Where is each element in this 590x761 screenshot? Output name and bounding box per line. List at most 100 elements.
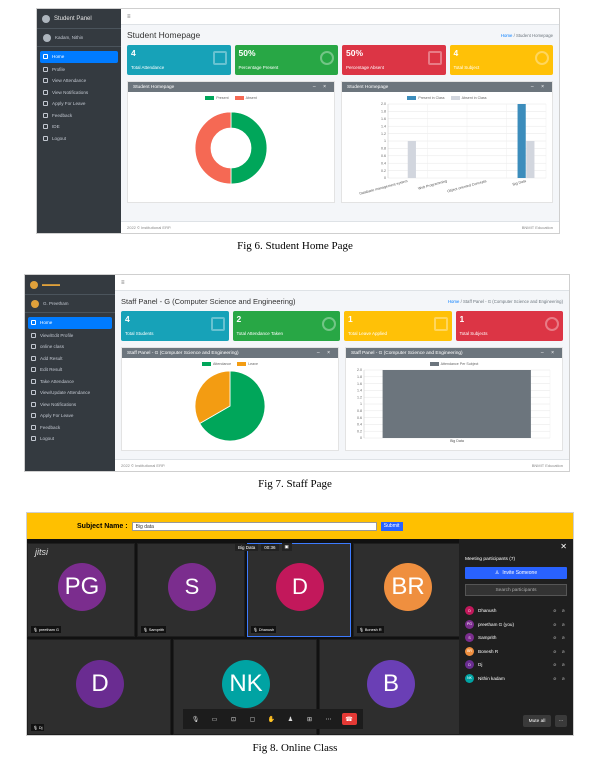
y-tick-label: 1.8 <box>357 375 362 379</box>
microphone-icon[interactable]: 🎙 <box>191 716 200 723</box>
pie-slice-attendance[interactable] <box>199 370 266 442</box>
info-box-icon <box>545 317 559 331</box>
breadcrumb-home-link[interactable]: Home <box>500 32 513 38</box>
pie-slice-absent[interactable] <box>194 111 232 185</box>
page-title: Staff Panel - G (Computer Science and En… <box>121 296 296 306</box>
info-box-value: 50% <box>346 48 364 58</box>
participant-row[interactable]: BR Bonesh R ⊘ ⊘ <box>459 645 573 659</box>
info-box[interactable]: 4 Total Students <box>121 311 229 341</box>
participant-row[interactable]: NK Nithin kadam ⊘ ⊘ <box>459 672 573 686</box>
sidebar-item-6[interactable]: IDE <box>37 121 121 133</box>
subject-input[interactable]: Big data <box>131 521 377 531</box>
participant-tile[interactable]: S 🎙 Samprith <box>137 543 245 637</box>
info-box[interactable]: 50% Percentage Present <box>234 45 338 75</box>
participant-tile[interactable]: B <box>319 639 461 735</box>
participant-tile[interactable]: D 🎙 Dhanush <box>247 543 351 637</box>
more-options-button[interactable]: ⋯ <box>555 715 567 727</box>
submit-button[interactable]: Submit <box>380 521 403 531</box>
bar-1-0[interactable] <box>407 141 416 178</box>
sidebar-item-3[interactable]: View Notifications <box>37 87 121 99</box>
screen-share-icon[interactable]: ⊡ <box>230 716 237 723</box>
participant-row[interactable]: S Samprith ⊘ ⊘ <box>459 631 573 645</box>
legend-item[interactable]: Absent <box>234 96 257 100</box>
hamburger-icon[interactable]: ≡ <box>121 279 125 286</box>
tile-view-icon[interactable]: ⊞ <box>306 716 313 723</box>
sidebar-item-8[interactable]: Apply For Leave <box>25 410 115 422</box>
participant-avatar: S <box>465 633 474 643</box>
participant-tile[interactable]: BR 🎙 Bonesh R <box>353 543 461 637</box>
participant-row[interactable]: PG preetham G (you) ⊘ ⊘ <box>459 618 573 632</box>
video-quality-icon[interactable]: ▣ <box>281 543 292 551</box>
sidebar-item-9[interactable]: Feedback <box>25 422 115 434</box>
sidebar-user[interactable]: Kadam, Nithin <box>37 29 121 47</box>
legend-item[interactable]: Leave <box>237 362 258 366</box>
breadcrumb-home-link[interactable]: Home <box>447 298 460 304</box>
participant-row[interactable]: D Dhanush ⊘ ⊘ <box>459 604 573 618</box>
mute-all-button[interactable]: Mute all <box>523 715 551 727</box>
hamburger-icon[interactable]: ≡ <box>127 13 131 20</box>
sidebar-user[interactable]: G. Preetham <box>25 295 115 313</box>
sidebar-item-0[interactable]: Home <box>28 317 112 329</box>
y-tick-label: 0.2 <box>381 169 386 173</box>
more-actions-icon[interactable]: ⋯ <box>325 716 332 723</box>
chat-icon[interactable]: ▢ <box>249 716 256 723</box>
participant-name-label: 🎙 Samprith <box>141 626 167 633</box>
card-tools[interactable]: – × <box>540 350 557 356</box>
meeting-title: Big Data <box>235 543 259 551</box>
card-tools[interactable]: – × <box>316 350 333 356</box>
info-box[interactable]: 1 Total Subjects <box>455 311 563 341</box>
sidebar-item-2[interactable]: View Attendance <box>37 75 121 87</box>
info-box[interactable]: 4 Total Subject <box>449 45 553 75</box>
raise-hand-icon[interactable]: ✋ <box>267 716 276 723</box>
hangup-button[interactable]: ☎ <box>341 713 357 725</box>
bar-0-0[interactable] <box>382 370 531 438</box>
sidebar-item-1[interactable]: View/Edit Profile <box>25 330 115 342</box>
calendar-icon <box>43 78 48 84</box>
legend-item[interactable]: Attendance Per Subject <box>429 362 478 366</box>
pie-slice-present[interactable] <box>230 111 268 185</box>
info-box-icon <box>212 51 227 65</box>
info-box-label: Percentage Absent <box>346 65 385 70</box>
card-tools[interactable]: – × <box>312 84 329 90</box>
pie-slice-leave[interactable] <box>194 370 231 425</box>
fig7-caption: Fig 7. Staff Page <box>258 478 332 490</box>
info-box[interactable]: 4 Total Attendance <box>127 45 231 75</box>
sidebar-item-5[interactable]: Take Attendance <box>25 376 115 388</box>
sidebar-item-3[interactable]: Add Result <box>25 353 115 365</box>
sidebar-brand[interactable]: Student Panel <box>37 9 121 29</box>
mic-camera-muted-icon: ⊘ ⊘ <box>553 662 567 668</box>
legend-item[interactable]: Attendance <box>202 362 231 366</box>
info-box[interactable]: 2 Total Attendance Taken <box>232 311 340 341</box>
bar-1-3[interactable] <box>526 141 535 178</box>
participant-search-input[interactable]: Search participants <box>465 584 567 596</box>
footer-copyright: 2022 © Institutional ERP. <box>121 463 166 468</box>
card-tools[interactable]: – × <box>530 84 547 90</box>
sidebar-item-0[interactable]: Home <box>40 51 118 63</box>
close-icon[interactable]: ✕ <box>560 542 567 551</box>
sidebar-item-7[interactable]: View Notifications <box>25 399 115 411</box>
camera-icon[interactable]: ▭ <box>211 716 218 723</box>
sidebar-item-5[interactable]: Feedback <box>37 110 121 122</box>
sidebar-item-4[interactable]: Edit Result <box>25 364 115 376</box>
invite-button[interactable]: ♙ Invite Someone <box>465 567 567 579</box>
sidebar-item-10[interactable]: Logout <box>25 433 115 445</box>
participants-icon[interactable]: ♟ <box>287 716 294 723</box>
sidebar-item-6[interactable]: View/Update Attendance <box>25 387 115 399</box>
sidebar-item-1[interactable]: Profile <box>37 64 121 76</box>
participant-tile[interactable]: PG 🎙 preetham G <box>27 543 135 637</box>
legend-item[interactable]: Present <box>205 96 229 100</box>
sidebar-brand[interactable]: ▬▬▬ <box>25 275 115 295</box>
sidebar-item-7[interactable]: Logout <box>37 133 121 145</box>
info-box[interactable]: 50% Percentage Absent <box>342 45 446 75</box>
sidebar-item-label: View Notifications <box>40 401 77 407</box>
bar-0-3[interactable] <box>517 104 526 178</box>
legend-item[interactable]: Present in Class <box>407 96 445 100</box>
participants-title: Meeting participants (7) <box>465 557 516 562</box>
legend-item[interactable]: Absent in Class <box>450 96 487 100</box>
participant-row[interactable]: D Dj ⊘ ⊘ <box>459 658 573 672</box>
sidebar-item-2[interactable]: online class <box>25 341 115 353</box>
participant-tile[interactable]: D 🎙 Dj <box>27 639 171 735</box>
breadcrumb-current: Staff Panel - G (Computer Science and En… <box>463 298 563 304</box>
sidebar-item-4[interactable]: Apply For Leave <box>37 98 121 110</box>
info-box[interactable]: 1 Total Leave Applied <box>344 311 452 341</box>
